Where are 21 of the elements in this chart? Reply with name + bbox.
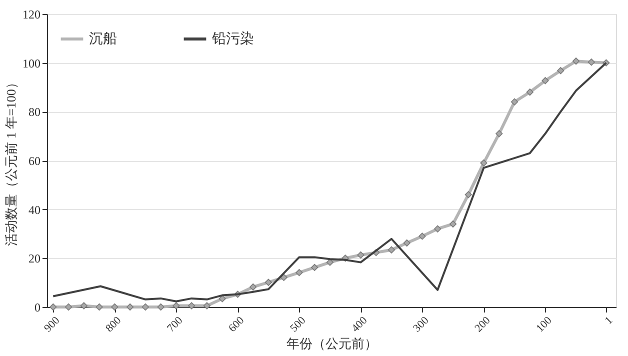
x-tick-label: 600 (226, 314, 248, 335)
y-axis-title: 活动数量（公元前 1 年=100） (4, 76, 18, 246)
legend-label: 沉船 (89, 31, 117, 47)
y-tick-label: 20 (28, 252, 40, 266)
y-tick-label: 80 (28, 105, 40, 120)
x-tick-label: 200 (472, 314, 494, 335)
x-tick-label: 300 (411, 314, 432, 335)
y-tick-label: 40 (28, 202, 40, 217)
x-tick-label: 900 (42, 314, 62, 335)
x-tick-label: 400 (350, 314, 370, 335)
x-tick-label: 700 (165, 314, 186, 335)
x-tick-label: 500 (288, 314, 309, 335)
x-tick-label: 800 (104, 314, 124, 335)
x-tick-label: 100 (534, 314, 555, 335)
legend-label: 铅污染 (211, 31, 254, 47)
x-tick-label: 1 (602, 314, 616, 327)
y-tick-label: 60 (28, 154, 40, 168)
y-tick-label: 120 (22, 8, 40, 22)
x-axis-title: 年份（公元前） (286, 336, 378, 351)
y-tick-label: 0 (34, 300, 40, 314)
y-tick-label: 100 (22, 56, 40, 70)
